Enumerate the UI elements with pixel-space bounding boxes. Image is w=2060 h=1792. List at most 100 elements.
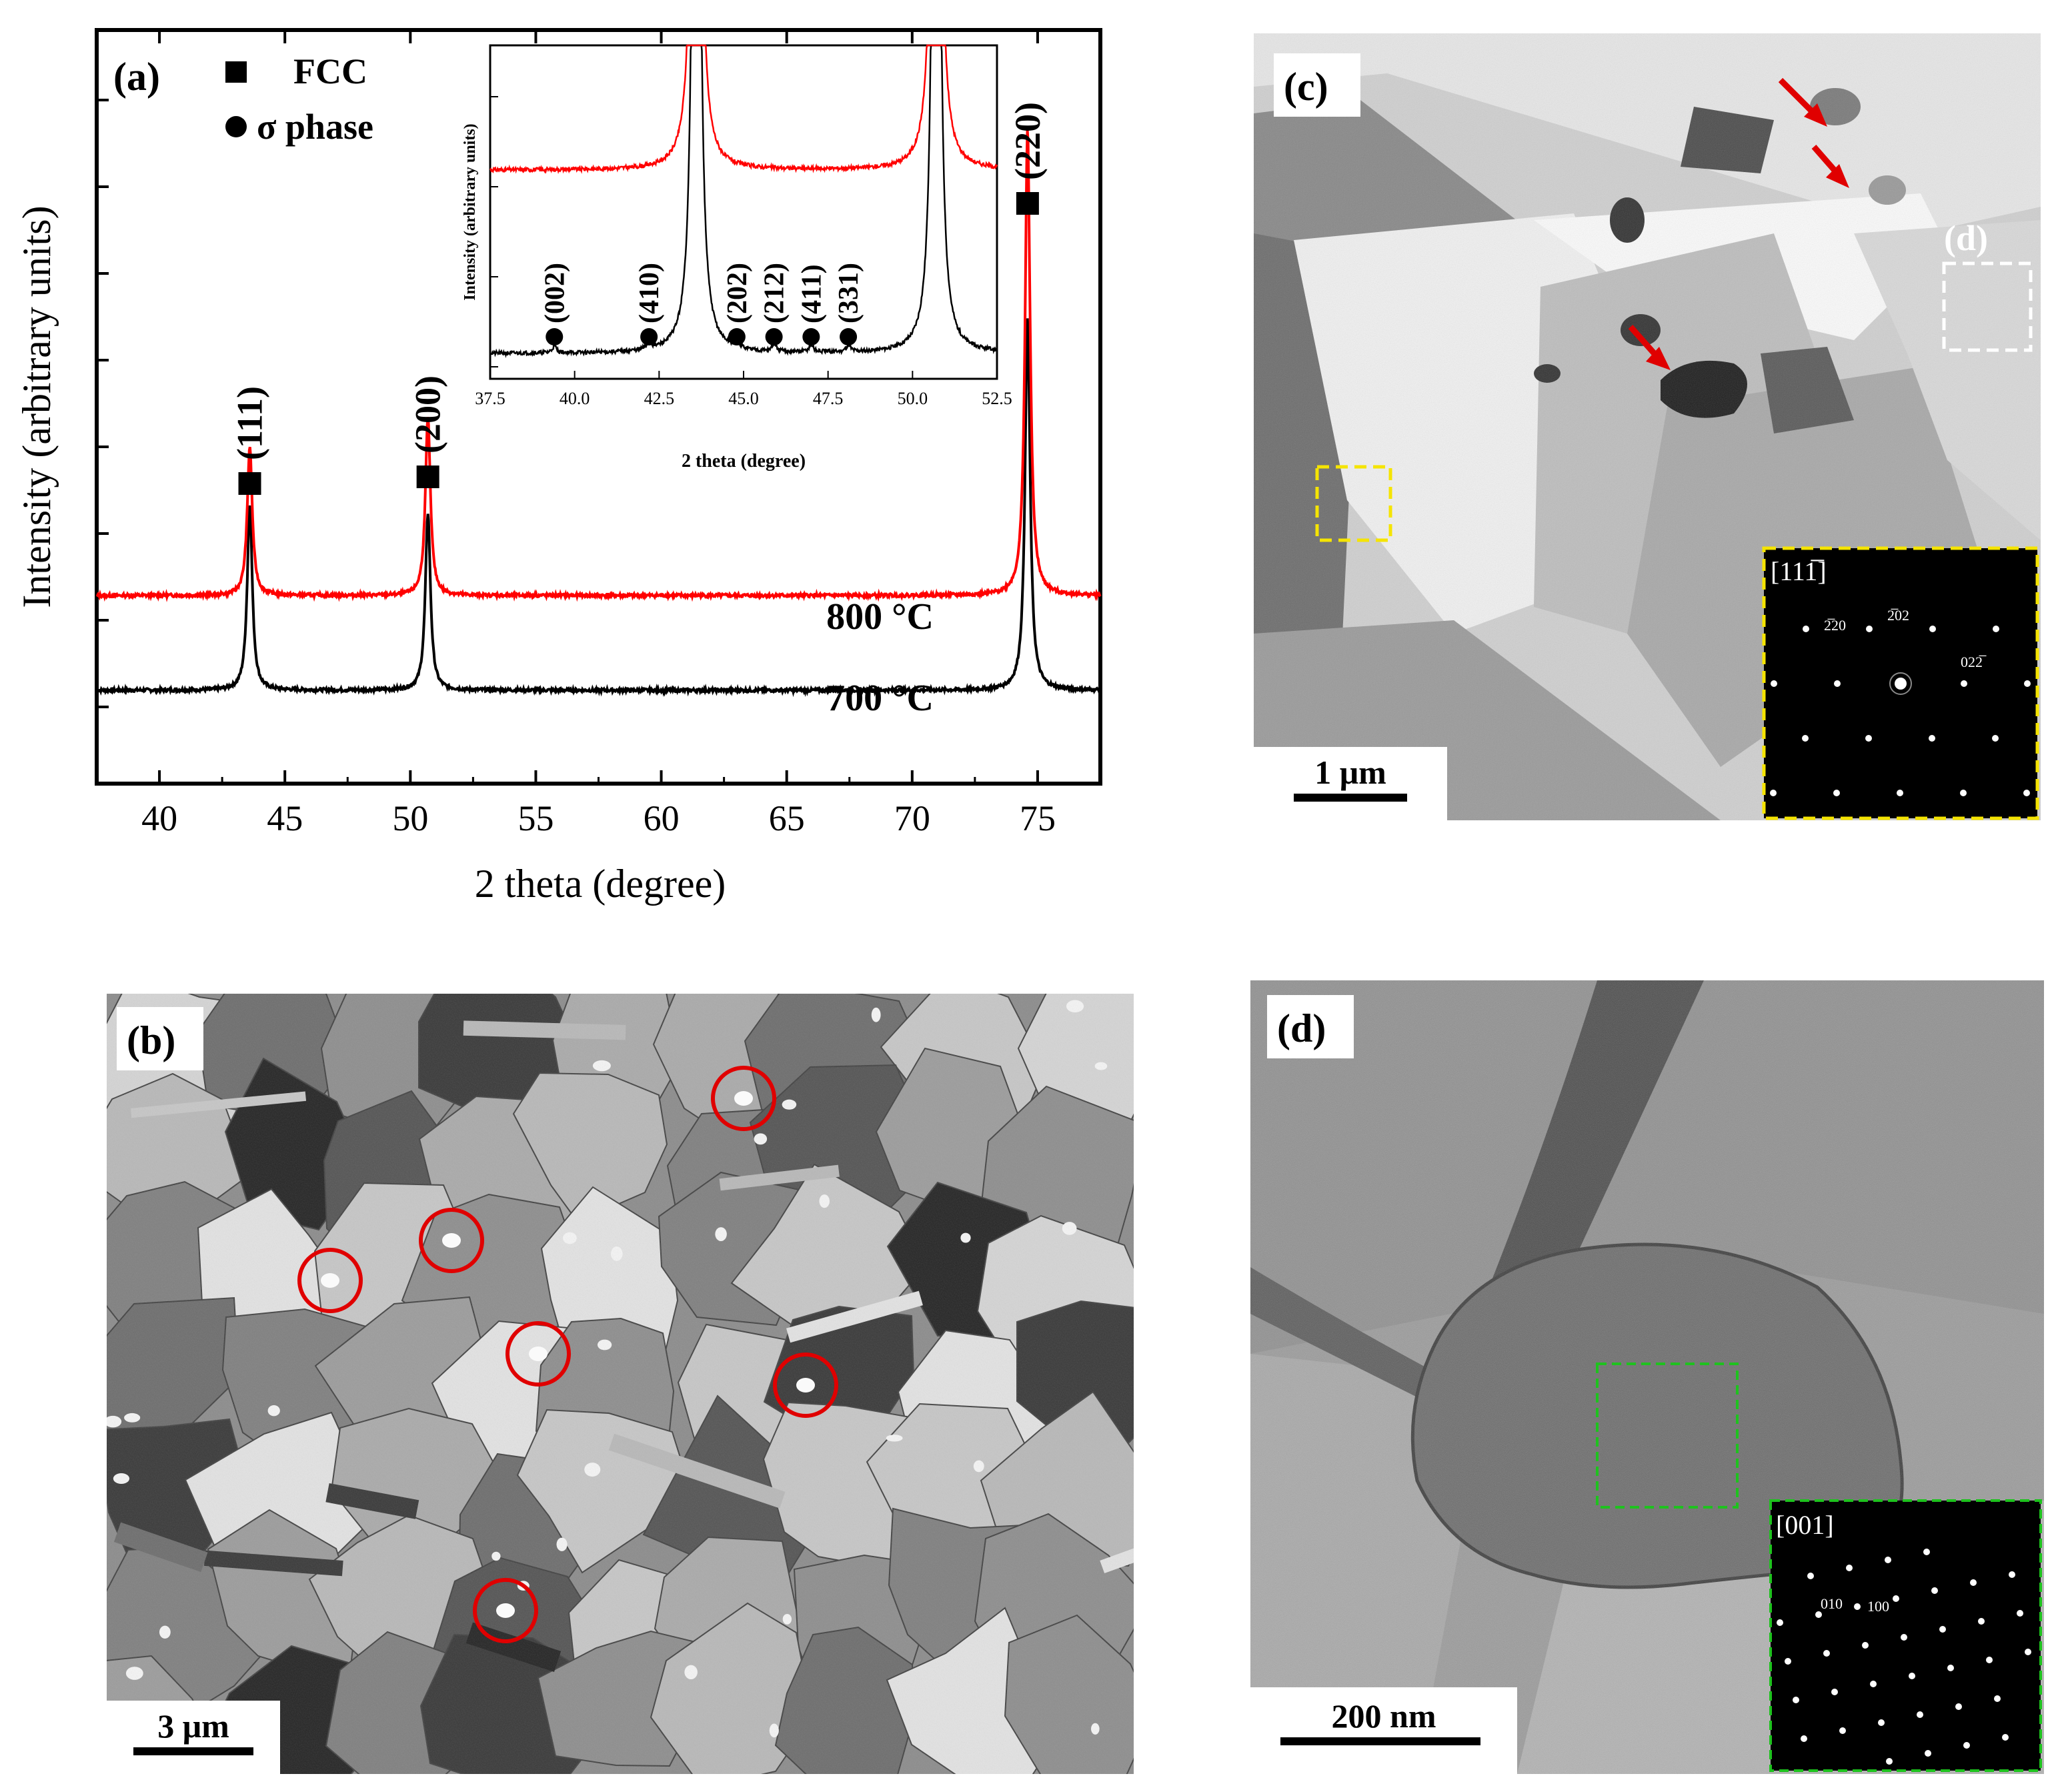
- diffraction-spot: [1777, 1619, 1783, 1626]
- saed-d-spot-2: 100: [1867, 1598, 1889, 1615]
- panel-a-xrd: 40 45 50 55 60 65 70 75 (111) (200)(220) 800 °C …: [15, 28, 1102, 906]
- diffraction-spot: [2002, 1734, 2009, 1741]
- sigma-peak-label: (410): [634, 263, 665, 323]
- diffraction-spot: [1834, 680, 1841, 687]
- precipitate-dot: [734, 1091, 753, 1106]
- x-tick-label: 65: [769, 798, 805, 838]
- diffraction-spot: [1870, 1681, 1877, 1687]
- inset-chart: 37.5 40.0 42.5 45.0 47.5 50.0 52.5 (002) (410)(…: [461, 44, 1012, 472]
- diffraction-spot: [2017, 1610, 2023, 1617]
- inset-x-tick-label: 37.5: [475, 389, 505, 408]
- diffraction-spot: [1886, 1758, 1893, 1765]
- diffraction-spot: [1862, 1642, 1869, 1649]
- sigma-peak-marker: [640, 328, 658, 345]
- diffraction-spot: [1960, 790, 1967, 796]
- panel-a-label: (a): [113, 55, 160, 99]
- sigma-peak-label: (411): [796, 264, 827, 323]
- diffraction-spot: [1785, 1658, 1791, 1665]
- sigma-peak-marker: [765, 328, 783, 345]
- diffraction-spot: [1803, 626, 1809, 632]
- diffraction-spot: [1866, 626, 1873, 632]
- diffraction-spot: [2024, 680, 2031, 687]
- diffraction-spot: [1978, 1618, 1985, 1625]
- legend-sigma: σ phase: [257, 107, 373, 147]
- x-axis-label: 2 theta (degree): [475, 862, 726, 906]
- inset-series: [489, 44, 998, 358]
- diffraction-spot: [1865, 735, 1872, 742]
- precipitate-circles: [297, 1066, 838, 1643]
- diffraction-spot: [1986, 1657, 1993, 1663]
- xrd-series: [95, 130, 1102, 698]
- sigma-peak-marker: [802, 328, 820, 345]
- panel-c-label: (c): [1284, 65, 1328, 109]
- diffraction-spot: [1846, 1565, 1853, 1571]
- diffraction-spot: [1833, 790, 1840, 796]
- diffraction-spot: [1961, 680, 1967, 687]
- peak-label: (200): [408, 375, 448, 454]
- region-d-box: [1942, 261, 2033, 352]
- series-label-800: 800 °C: [826, 596, 934, 638]
- scale-bar-c: [1294, 794, 1407, 802]
- series-label-700: 700 °C: [826, 678, 934, 719]
- y-ticks: [97, 99, 109, 708]
- legend-circle-marker: [225, 116, 247, 137]
- precipitate-dot: [796, 1378, 815, 1393]
- sigma-peak-label: (002): [540, 263, 570, 323]
- precipitate-circle: [297, 1248, 363, 1313]
- scale-bar-d-text: 200 nm: [1332, 1697, 1436, 1735]
- legend: FCC σ phase: [225, 51, 373, 147]
- precipitate-dot: [529, 1347, 548, 1361]
- scale-bar-b-text: 3 μm: [157, 1707, 229, 1745]
- diffraction-spot: [1895, 678, 1907, 690]
- diffraction-spot: [1854, 1603, 1861, 1610]
- panel-d-tem: (d) 200 nm [001] 010 100: [1250, 980, 2044, 1774]
- diffraction-spot: [1801, 1735, 1807, 1742]
- legend-square-marker: [225, 61, 247, 83]
- saed-c-spot-2: 2̅02: [1887, 607, 1909, 624]
- inset-x-tick-label: 47.5: [813, 389, 844, 408]
- precipitate-circle: [505, 1321, 571, 1387]
- diffraction-spot: [1815, 1611, 1822, 1618]
- diffraction-spot: [1929, 626, 1936, 632]
- precipitate-dot: [442, 1233, 461, 1248]
- fcc-peak-marker: [238, 472, 261, 495]
- x-tick-label: 45: [267, 798, 303, 838]
- panel-d-label: (d): [1277, 1006, 1326, 1050]
- x-ticks: 40 45 50 55 60 65 70 75: [95, 30, 1102, 838]
- diffraction-spot: [1923, 1549, 1930, 1555]
- diffraction-spot: [2009, 1571, 2015, 1578]
- peak-label: (220): [1008, 102, 1048, 180]
- fcc-peak-marker: [416, 466, 439, 488]
- diffraction-spot: [1947, 1665, 1954, 1671]
- inset-x-tick-label: 42.5: [644, 389, 675, 408]
- diffraction-spot: [1878, 1719, 1885, 1726]
- diffraction-spot: [2023, 790, 2030, 796]
- inset-y-label: Intensity (arbitrary units): [461, 123, 479, 300]
- direct-beam-ring: [1889, 672, 1912, 695]
- diffraction-spot: [1939, 1626, 1946, 1633]
- sigma-peak-label: (331): [834, 263, 864, 323]
- sigma-peak-marker: [728, 328, 746, 345]
- diffraction-spot: [1885, 1557, 1891, 1563]
- y-axis-label: Intensity (arbitrary units): [15, 205, 59, 608]
- diffraction-spot: [1807, 1573, 1814, 1579]
- x-tick-label: 55: [518, 798, 554, 838]
- saed-d: [001] 010 100: [1769, 1499, 2042, 1772]
- precipitate-dot: [321, 1273, 339, 1288]
- precipitate-dot: [496, 1603, 515, 1618]
- x-tick-label: 40: [141, 798, 177, 838]
- saed-c-zone-axis: [111̅]: [1771, 556, 1827, 586]
- diffraction-spot: [1963, 1742, 1970, 1749]
- diffraction-spot: [1831, 1689, 1838, 1695]
- sigma-peak-marker: [840, 328, 858, 345]
- inset-series-line: [489, 44, 998, 174]
- peak-label: (111): [230, 386, 270, 460]
- scale-bar-d: [1280, 1737, 1480, 1745]
- diffraction-spot: [1994, 1695, 2001, 1702]
- precipitate-circle: [773, 1353, 838, 1418]
- sigma-peak-label: (202): [722, 263, 753, 323]
- x-tick-label: 70: [894, 798, 930, 838]
- diffraction-spot: [1901, 1634, 1907, 1641]
- peak-labels: (111) (200) (220): [230, 102, 1048, 495]
- x-tick-label: 50: [392, 798, 428, 838]
